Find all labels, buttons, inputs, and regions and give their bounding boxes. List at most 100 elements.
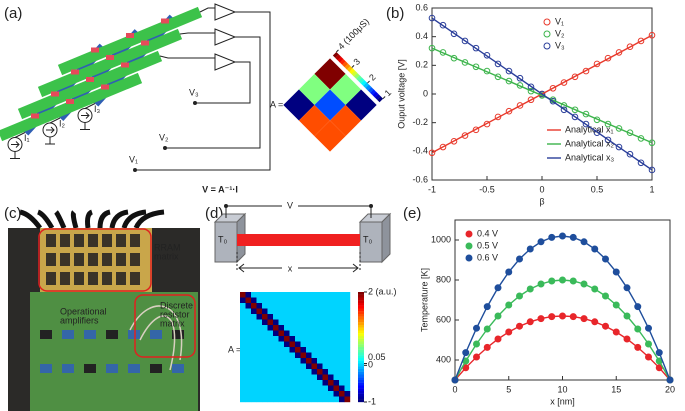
matrix-cell xyxy=(317,341,323,348)
matrix-cell xyxy=(344,319,351,326)
legend-marker xyxy=(465,230,473,238)
matrix-cell xyxy=(306,336,312,342)
matrix-cell xyxy=(333,336,340,342)
matrix-cell xyxy=(311,374,318,381)
matrix-cell xyxy=(333,303,340,309)
data-point xyxy=(602,322,609,330)
matrix-cell xyxy=(314,120,346,152)
data-point xyxy=(439,21,447,29)
matrix-cell xyxy=(333,358,340,364)
matrix-cell xyxy=(262,303,268,309)
data-point xyxy=(559,232,566,240)
matrix-cell xyxy=(333,347,340,353)
matrix-cell xyxy=(295,314,301,320)
matrix-cell xyxy=(300,363,307,370)
matrix-cell xyxy=(339,396,345,403)
data-point xyxy=(483,303,491,311)
matrix-cell xyxy=(267,297,274,304)
matrix-cell xyxy=(262,385,268,392)
matrix-cell xyxy=(256,341,263,348)
x-tick-label: 0 xyxy=(452,384,457,394)
matrix-cell xyxy=(262,292,268,298)
wire xyxy=(135,11,271,171)
matrix-cell xyxy=(284,369,290,375)
data-point xyxy=(560,79,568,86)
matrix-cell xyxy=(311,380,318,386)
colorbar-step xyxy=(358,297,364,301)
wire xyxy=(159,55,215,59)
matrix-cell xyxy=(267,330,274,337)
matrix-cell xyxy=(240,374,246,381)
matrix-cell xyxy=(273,292,279,298)
matrix-cell xyxy=(278,391,285,397)
matrix-cell xyxy=(240,308,246,315)
colorbar-step xyxy=(358,363,364,367)
temperature-label: T₀ xyxy=(218,234,227,244)
colorbar-step xyxy=(358,371,364,375)
photo-label: amplifiers xyxy=(60,315,99,325)
colorbar-step xyxy=(358,355,364,359)
matrix-cell xyxy=(273,297,279,304)
colorbar-step xyxy=(360,79,367,86)
colorbar-step xyxy=(367,86,374,93)
matrix-cell xyxy=(245,303,252,309)
matrix-cell xyxy=(256,297,263,304)
matrix-cell xyxy=(333,380,340,386)
data-point xyxy=(612,268,620,276)
y-tick-label: 0.6 xyxy=(415,2,428,12)
matrix-cell xyxy=(328,374,334,381)
matrix-cell xyxy=(273,369,279,375)
data-point xyxy=(634,343,642,351)
matrix-cell xyxy=(300,391,307,397)
colorbar-tick xyxy=(351,65,355,68)
matrix-cell xyxy=(251,358,257,364)
terminal xyxy=(224,204,228,208)
matrix-cell xyxy=(284,352,290,359)
matrix-cell xyxy=(344,341,351,348)
matrix-label: A = xyxy=(270,99,283,109)
matrix-cell xyxy=(240,303,246,309)
matrix-cell xyxy=(306,314,312,320)
component xyxy=(62,364,74,373)
x-tick-label: 0.5 xyxy=(591,184,604,194)
data-point xyxy=(548,233,556,241)
component xyxy=(106,330,118,339)
data-point xyxy=(505,77,513,85)
matrix-cell xyxy=(289,396,296,403)
data-point xyxy=(483,343,491,351)
matrix-cell xyxy=(251,341,257,348)
chip xyxy=(88,253,98,266)
matrix-cell xyxy=(251,319,257,326)
data-point xyxy=(559,312,566,320)
matrix-cell xyxy=(317,369,323,375)
column-bar xyxy=(57,6,203,76)
matrix-cell xyxy=(289,303,296,309)
matrix-cell xyxy=(256,374,263,381)
matrix-cell xyxy=(262,358,268,364)
data-point xyxy=(580,280,588,288)
voltage-label: V₁ xyxy=(129,154,138,164)
matrix-cell xyxy=(300,336,307,342)
matrix-cell xyxy=(300,292,307,298)
data-point xyxy=(472,63,480,71)
data-point xyxy=(439,49,447,56)
colorbar-step xyxy=(377,96,384,103)
matrix-cell xyxy=(300,374,307,381)
matrix-cell xyxy=(295,330,301,337)
data-point xyxy=(494,60,502,68)
matrix-cell xyxy=(317,303,323,309)
wire xyxy=(165,36,261,149)
matrix-cell xyxy=(328,363,334,370)
photo-label: matrix xyxy=(154,251,179,261)
x-tick-label: 5 xyxy=(506,384,511,394)
matrix-cell xyxy=(267,347,274,353)
data-point xyxy=(645,340,652,348)
node xyxy=(133,168,137,172)
matrix-cell xyxy=(240,336,246,342)
wire xyxy=(298,205,372,218)
colorbar-step xyxy=(358,314,364,317)
opamp-board xyxy=(30,292,198,411)
matrix-cell xyxy=(251,352,257,359)
matrix-cell xyxy=(344,336,351,342)
matrix-cell xyxy=(278,341,285,348)
